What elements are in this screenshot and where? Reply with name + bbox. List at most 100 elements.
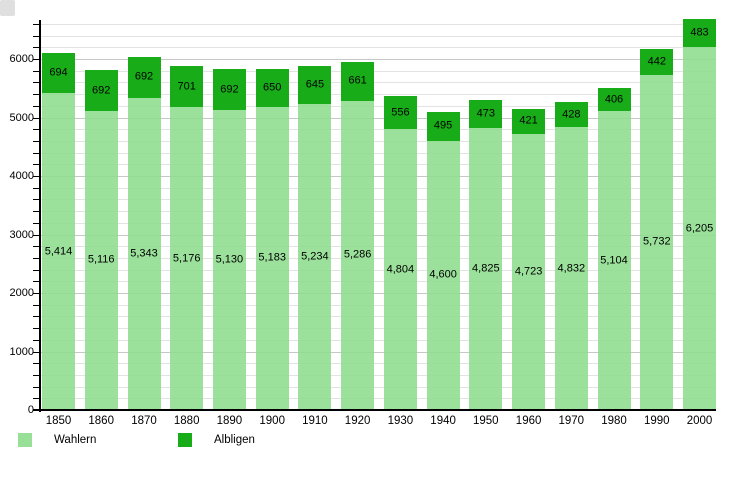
gridline-minor [41,82,716,84]
y-axis-tick [33,398,41,400]
gridline-minor [41,140,716,142]
y-axis-tick [33,328,41,330]
x-label-1880: 1880 [173,415,200,427]
y-tick-label: 1000 [9,345,34,358]
x-label-1850: 1850 [45,415,72,427]
bar-label-albligen-1860: 692 [92,84,111,96]
y-tick-label: 0 [27,404,34,416]
bar-label-albligen-1890: 692 [220,83,239,96]
bar-albligen-1870 [127,57,161,98]
x-axis-line [33,409,716,411]
bar-label-albligen-2000: 483 [690,26,709,39]
x-label-1980: 1980 [601,415,627,427]
y-tick-label: 2000 [9,287,34,299]
bar-albligen-1900 [255,68,289,107]
bar-wahlern-1920 [341,100,375,410]
y-axis-tick [33,105,41,107]
bar-albligen-1860 [84,70,118,111]
bar-label-albligen-1980: 406 [604,93,624,105]
bar-label-wahlern-2000: 6,205 [685,222,714,234]
y-axis-tick [33,211,41,213]
gridline-minor [41,222,716,224]
y-axis-tick [33,187,41,189]
y-axis-tick [33,164,41,166]
bar-albligen-1930 [383,96,417,129]
bar-label-albligen-1870: 692 [134,70,154,83]
bar-label-albligen-1990: 442 [647,55,666,68]
bar-wahlern-1970 [554,127,588,410]
bar-label-wahlern-1940: 4,600 [429,268,457,281]
legend-item-wahlern: Wahlern [18,432,96,447]
bar-label-albligen-1900: 650 [263,81,282,94]
bar-label-albligen-1850: 694 [49,66,68,79]
legend: Wahlern Albligen [0,430,750,448]
x-label-1930: 1930 [387,415,414,427]
corner-artifact [0,0,15,16]
gridline-minor [41,152,716,154]
legend-label-wahlern: Wahlern [54,433,97,446]
y-axis-tick [33,35,41,37]
y-axis-line [39,20,41,412]
bar-wahlern-1890 [212,109,246,410]
plot-area: 0 1000 2000 3000 4000 5000 6000 5,414 694 1850 5,1… [9,18,716,427]
gridline-minor [41,70,716,72]
bar-label-wahlern-1890: 5,130 [215,253,244,266]
gridline-minor [41,257,716,259]
gridline-minor [41,94,716,96]
bar-label-albligen-1930: 556 [391,106,410,119]
y-tick-label: 6000 [9,53,34,65]
gridline-minor [41,35,716,37]
bar-label-wahlern-1860: 5,116 [87,253,115,266]
bar-wahlern-1850 [42,93,75,410]
y-axis-tick [33,386,41,388]
y-tick-label: 3000 [9,228,34,241]
y-axis-tick [33,374,41,376]
bar-label-wahlern-1950: 4,825 [472,262,500,275]
x-label-1950: 1950 [473,415,499,427]
x-label-1870: 1870 [131,415,157,427]
x-label-1990: 1990 [644,415,670,427]
x-label-2000: 2000 [686,415,713,427]
y-tick-label: 5000 [9,111,34,124]
gridline-minor [41,386,716,388]
bar-label-albligen-1910: 645 [305,78,325,91]
gridline-minor [41,23,716,25]
bar-wahlern-1940 [426,140,460,410]
bar-wahlern-1900 [255,106,289,410]
gridline-minor [41,129,716,131]
gridline-minor [41,398,716,400]
y-axis-tick [33,363,41,365]
y-axis-tick [33,304,41,306]
gridline-major [41,351,716,353]
y-axis-tick [33,47,41,49]
bar-albligen-1890 [212,69,246,110]
y-axis-tick [33,140,41,142]
y-axis-tick [33,351,41,353]
legend-swatch-wahlern [18,432,32,447]
bar-albligen-1850 [42,52,75,94]
bar-label-albligen-1920: 661 [348,74,367,87]
y-axis-tick [33,199,41,201]
y-axis-tick [33,339,41,341]
y-axis-tick [33,176,41,177]
bar-albligen-1950 [469,100,503,128]
bar-albligen-1920 [341,62,375,101]
gridline-minor [41,304,716,306]
bar-wahlern-1950 [469,127,503,410]
bar-label-albligen-1950: 473 [476,107,495,120]
bar-label-albligen-1940: 495 [433,119,453,132]
y-axis-tick [33,152,41,154]
bar-wahlern-1870 [127,97,161,410]
gridline-minor [41,246,716,248]
gridline-minor [41,339,716,341]
bar-label-wahlern-1990: 5,732 [643,235,671,248]
bar-label-albligen-1960: 421 [519,114,538,127]
y-axis-tick [33,82,41,84]
bar-label-wahlern-1980: 5,104 [600,254,628,267]
bar-albligen-1910 [298,66,332,104]
gridline-minor [41,269,716,271]
gridline-major [41,176,716,177]
gridline-major [41,234,716,236]
bar-albligen-1980 [597,87,631,112]
